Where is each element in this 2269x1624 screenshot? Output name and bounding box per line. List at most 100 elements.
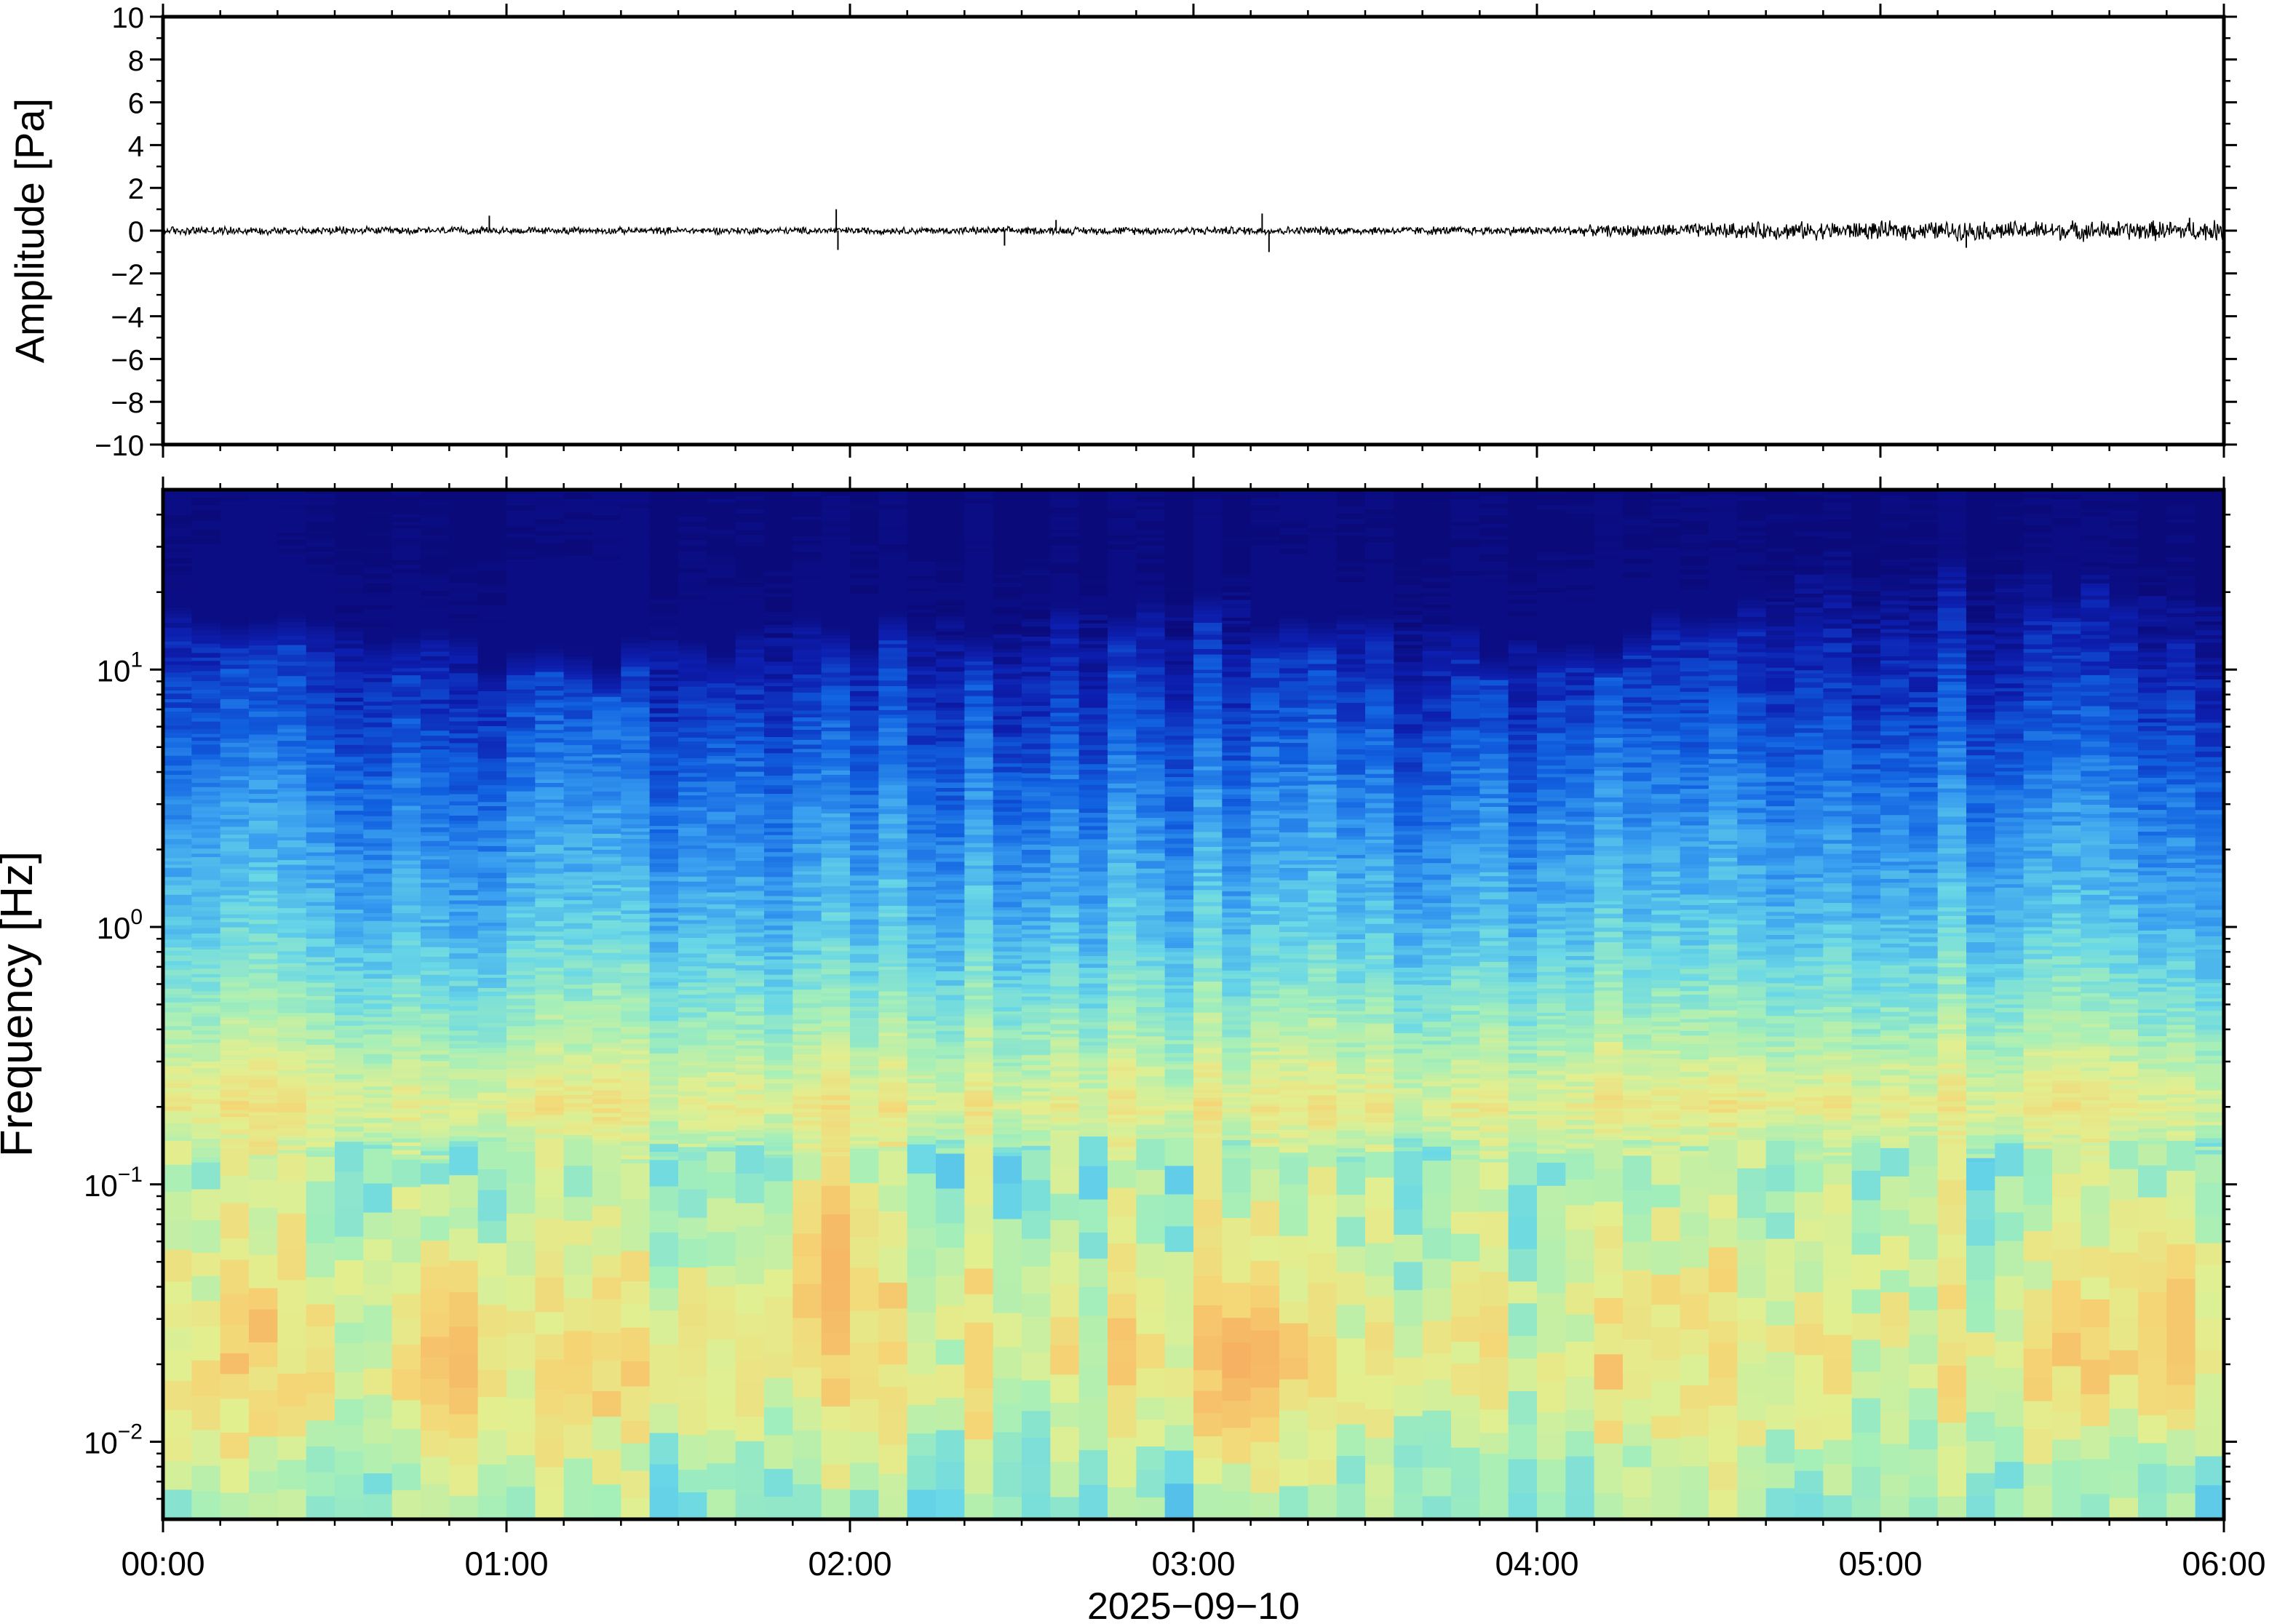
spectrogram-cell (592, 672, 621, 678)
spectrogram-cell (735, 904, 765, 909)
spectrogram-cell (477, 493, 507, 497)
spectrogram-cell (792, 787, 822, 794)
spectrogram-cell (477, 784, 507, 789)
spectrogram-cell (649, 690, 679, 696)
spectrogram-cell (363, 1038, 393, 1045)
spectrogram-cell (678, 545, 707, 551)
spectrogram-cell (649, 770, 679, 776)
spectrogram-cell (621, 882, 651, 888)
spectrogram-cell (421, 693, 450, 700)
spectrogram-cell (592, 856, 621, 861)
spectrogram-cell (449, 632, 479, 638)
spectrogram-cell (363, 1127, 393, 1133)
spectrogram-cell (220, 886, 250, 891)
spectrogram-cell (878, 605, 908, 612)
spectrogram-cell (306, 933, 335, 939)
spectrogram-cell (563, 718, 593, 723)
spectrogram-cell (563, 744, 593, 749)
spectrogram-cell (421, 752, 450, 757)
spectrogram-cell (249, 1042, 278, 1048)
spectrogram-cell (821, 785, 851, 790)
spectrogram-cell (878, 883, 908, 888)
spectrogram-cell (621, 1043, 651, 1048)
spectrogram-cell (936, 779, 965, 783)
spectrogram-cell (363, 627, 393, 632)
spectrogram-cell (306, 493, 335, 499)
spectrogram-cell (249, 867, 278, 870)
spectrogram-cell (306, 651, 335, 658)
spectrogram-cell (535, 642, 565, 649)
spectrogram-cell (163, 570, 192, 576)
spectrogram-cell (964, 706, 994, 712)
spectrogram-cell (878, 995, 908, 1000)
spectrogram-cell (907, 838, 937, 843)
spectrogram-cell (850, 1310, 879, 1342)
spectrogram-cell (535, 1014, 565, 1020)
spectrogram-cell (878, 833, 908, 839)
spectrogram-cell (764, 1009, 793, 1015)
spectrogram-cell (335, 1068, 364, 1075)
spectrogram-cell (506, 562, 536, 568)
spectrogram-cell (936, 1062, 965, 1068)
spectrogram-cell (163, 988, 192, 995)
spectrogram-cell (563, 1038, 593, 1044)
spectrogram-cell (306, 613, 335, 618)
spectrogram-cell (621, 760, 651, 766)
spectrogram-cell (850, 982, 879, 987)
spectrogram-cell (792, 1147, 822, 1153)
spectrogram-cell (306, 1141, 335, 1147)
spectrogram-cell (249, 824, 278, 830)
spectrogram-cell (821, 781, 851, 786)
spectrogram-cell (907, 1032, 937, 1039)
spectrogram-cell (907, 1312, 937, 1343)
spectrogram-cell (335, 1078, 364, 1083)
spectrogram-cell (306, 1024, 335, 1030)
spectrogram-cell (878, 1017, 908, 1024)
spectrogram-cell (506, 746, 536, 753)
spectrogram-cell (392, 819, 421, 824)
spectrogram-cell (220, 976, 250, 983)
spectrogram-cell (220, 963, 250, 968)
spectrogram-cell (993, 1182, 1022, 1219)
spectrogram-cell (592, 902, 621, 909)
spectrogram-cell (792, 1030, 822, 1035)
spectrogram-cell (993, 1134, 1022, 1139)
spectrogram-cell (764, 986, 793, 991)
spectrogram-cell (277, 984, 307, 990)
spectrogram-cell (163, 644, 192, 648)
spectrogram-cell (306, 760, 335, 765)
spectrogram-cell (249, 798, 278, 803)
spectrogram-cell (220, 602, 250, 608)
spectrogram-cell (449, 682, 479, 687)
spectrogram-cell (792, 496, 822, 502)
spectrogram-cell (936, 1118, 965, 1123)
spectrogram-cell (392, 555, 421, 560)
spectrogram-cell (392, 837, 421, 842)
spectrogram-cell (363, 573, 393, 579)
spectrogram-cell (907, 705, 937, 711)
spectrogram-cell (220, 1085, 250, 1090)
spectrogram-cell (764, 890, 793, 896)
spectrogram-cell (563, 650, 593, 657)
spectrogram-cell (277, 654, 307, 658)
spectrogram-cell (535, 944, 565, 948)
spectrogram-cell (535, 931, 565, 936)
spectrogram-cell (421, 514, 450, 520)
spectrogram-cell (936, 561, 965, 566)
spectrogram-cell (936, 915, 965, 922)
spectrogram-cell (907, 1099, 937, 1106)
spectrogram-cell (306, 990, 335, 997)
spectrogram-cell (392, 1055, 421, 1060)
spectrogram-cell (621, 653, 651, 658)
spectrogram-cell (792, 704, 822, 711)
spectrogram-cell (506, 629, 536, 635)
spectrogram-cell (449, 1465, 479, 1496)
spectrogram-cell (220, 952, 250, 957)
spectrogram-cell (277, 495, 307, 501)
spectrogram-cell (506, 616, 536, 621)
spectrogram-cell (764, 872, 793, 877)
spectrogram-cell (936, 921, 965, 926)
spectrogram-cell (936, 937, 965, 941)
spectrogram-cell (821, 642, 851, 649)
spectrogram-cell (163, 1164, 192, 1193)
